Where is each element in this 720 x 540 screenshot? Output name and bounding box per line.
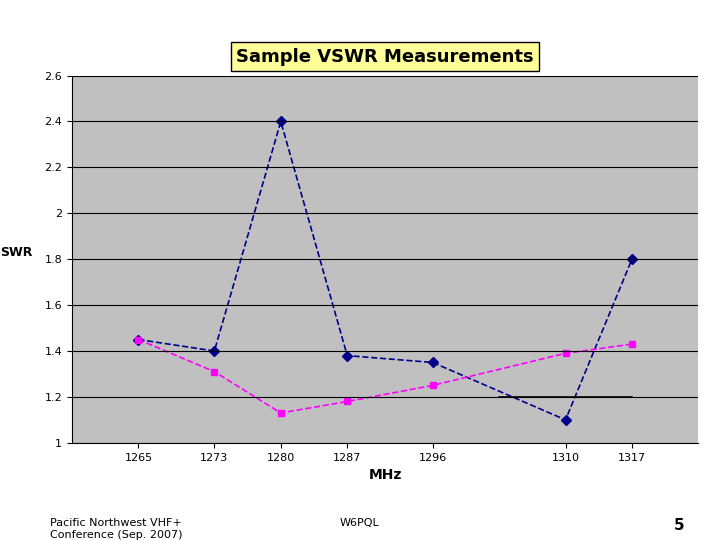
- Text: Pacific Northwest VHF+
Conference (Sep. 2007): Pacific Northwest VHF+ Conference (Sep. …: [50, 518, 183, 540]
- Text: 5: 5: [673, 518, 684, 534]
- X-axis label: MHz: MHz: [369, 468, 402, 482]
- Y-axis label: SWR: SWR: [1, 246, 33, 259]
- Title: Sample VSWR Measurements: Sample VSWR Measurements: [236, 48, 534, 66]
- Text: W6PQL: W6PQL: [340, 518, 380, 529]
